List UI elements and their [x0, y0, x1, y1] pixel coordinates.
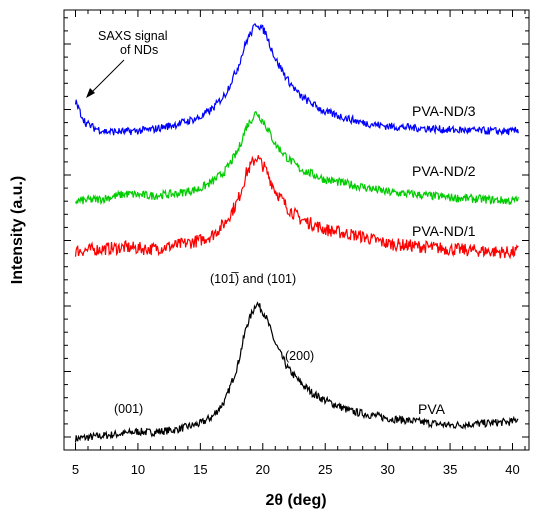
x-tick-label: 30 — [380, 462, 394, 477]
series-line-pva-nd-1 — [74, 155, 519, 260]
annotation-part-4: ) and (101) — [235, 272, 296, 286]
annotation-200: (200) — [285, 349, 314, 363]
annotation-saxs-line2: of NDs — [120, 43, 158, 57]
axis-ticks — [64, 10, 529, 450]
series-line-pva — [74, 301, 519, 443]
annotation-part-2: 1 — [228, 272, 239, 286]
x-tick-label: 25 — [318, 462, 332, 477]
series-line-pva-nd-3 — [74, 23, 519, 137]
x-tick-label: 20 — [256, 462, 270, 477]
plot-frame — [63, 9, 530, 451]
x-axis-title: 2θ (deg) — [265, 492, 326, 509]
series-label-pva-nd3: PVA-ND/3 — [412, 103, 476, 119]
x-tick-label: 15 — [193, 462, 207, 477]
x-tick-label: 5 — [72, 462, 79, 477]
series-line-pva-nd-2 — [74, 110, 519, 206]
series-lines — [74, 23, 519, 443]
series-label-pva-nd1: PVA-ND/1 — [412, 223, 476, 239]
annotation-10-1bar-101: (101̅) and (101) — [210, 272, 296, 286]
annotation-saxs-line1: SAXS signal — [98, 29, 167, 43]
saxs-arrow-line — [91, 59, 125, 93]
saxs-arrow-head — [86, 88, 95, 98]
x-tick-label: 10 — [131, 462, 145, 477]
x-tick-label: 40 — [505, 462, 519, 477]
series-label-pva: PVA — [418, 401, 446, 417]
annotation-part-1: (10 — [210, 272, 228, 286]
y-axis-title: Intensity (a.u.) — [9, 176, 26, 284]
annotation-001: (001) — [114, 402, 143, 416]
x-tick-labels: 5 10 15 20 25 30 35 40 — [72, 462, 520, 477]
x-tick-label: 35 — [443, 462, 457, 477]
series-label-pva-nd2: PVA-ND/2 — [412, 163, 476, 179]
